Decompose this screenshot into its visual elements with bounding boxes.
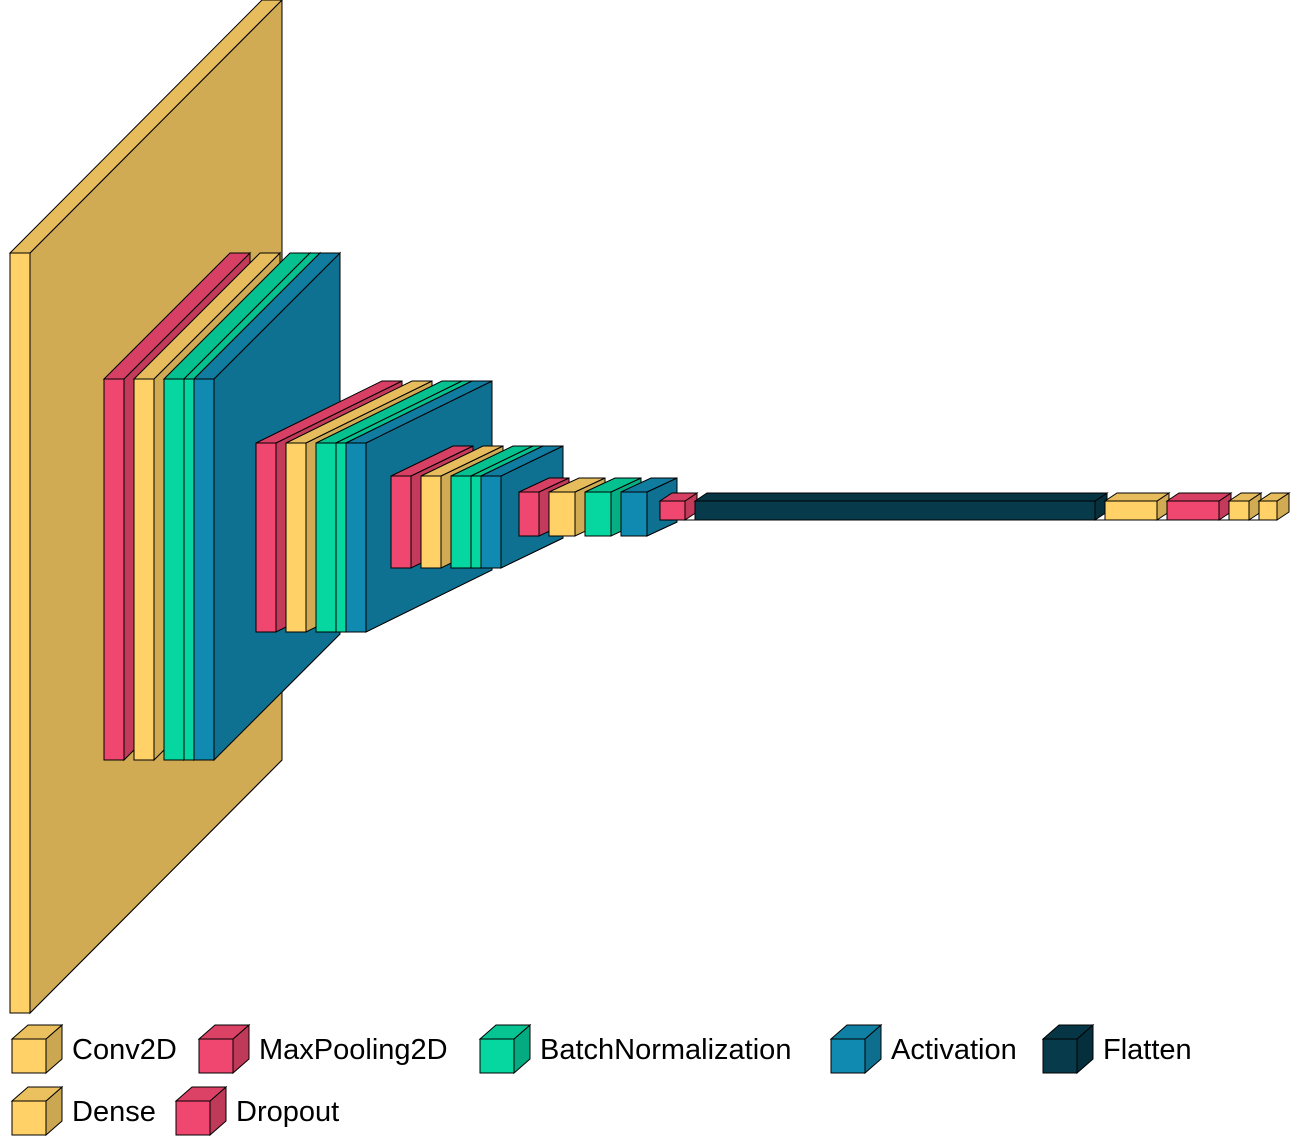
layer-block-21-flatten <box>693 492 1109 521</box>
layer-block-22-dense <box>1103 492 1171 521</box>
layer-block-24-dense <box>1227 492 1263 521</box>
layer-block-19-activation <box>620 477 678 537</box>
layer-block-25-dense <box>1257 492 1291 521</box>
layer-block-23-dropout <box>1165 492 1233 521</box>
layer-block-20-maxpooling2d <box>658 492 699 521</box>
layer-blocks <box>8 0 1291 1015</box>
